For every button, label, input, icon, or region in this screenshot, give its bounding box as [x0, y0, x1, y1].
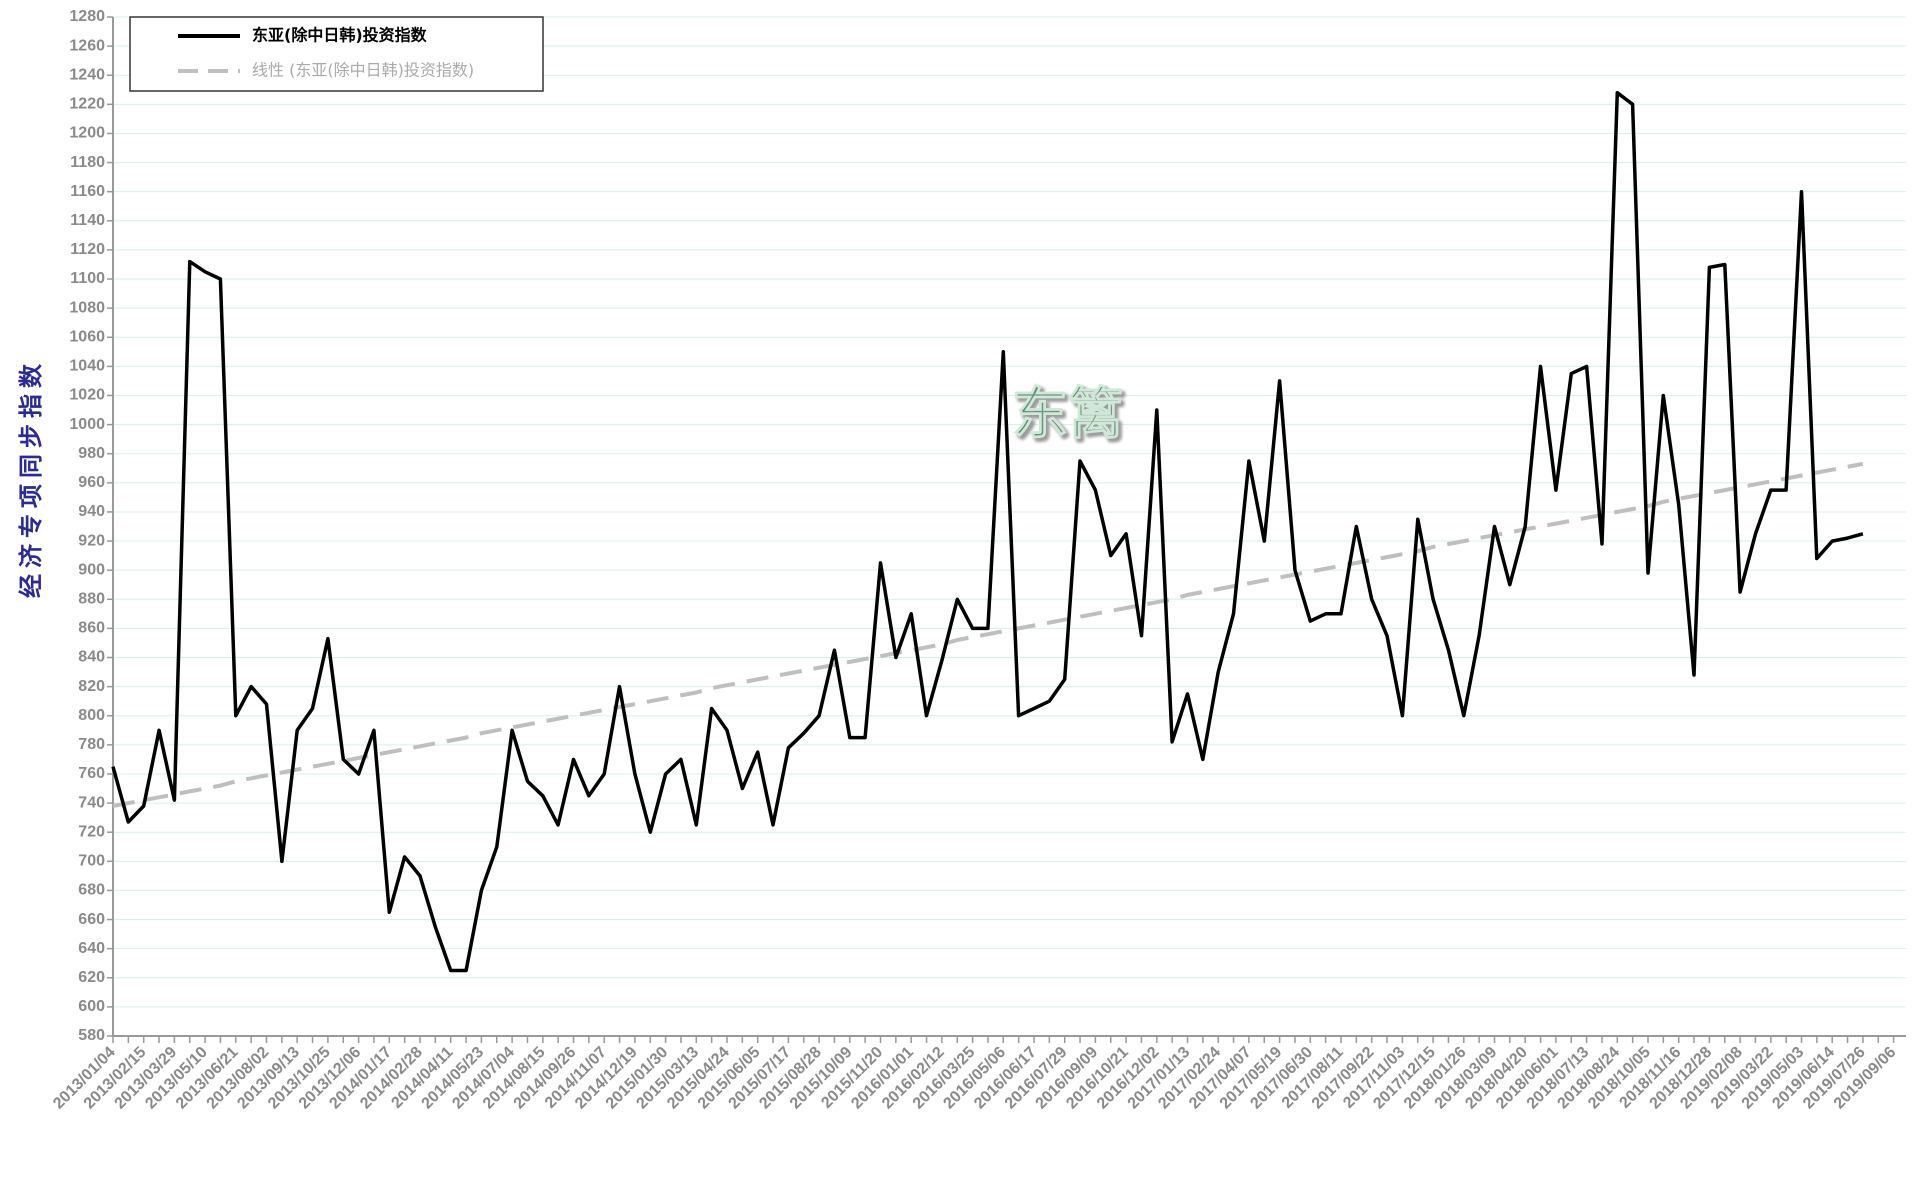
y-tick-label: 960 [78, 474, 105, 491]
y-tick-label: 1080 [69, 299, 105, 316]
y-tick-label: 680 [78, 882, 105, 899]
y-tick-label: 780 [78, 736, 105, 753]
y-tick-label: 1000 [69, 416, 105, 433]
y-tick-label: 1260 [69, 37, 105, 54]
watermark: 东篱 [1012, 382, 1124, 447]
y-tick-label: 900 [78, 561, 105, 578]
y-tick-label: 980 [78, 445, 105, 462]
y-tick-label: 1120 [70, 241, 105, 258]
y-tick-label: 600 [78, 998, 105, 1015]
legend-label: 东亚(除中日韩)投资指数 [252, 26, 428, 45]
y-tick-label: 1100 [70, 270, 105, 287]
y-tick-label: 860 [78, 620, 105, 637]
line [111, 90, 1864, 973]
y-axis-label: 经济专项同步指数 [17, 358, 45, 598]
y-tick-label: 580 [78, 1027, 105, 1044]
y-tick-label: 620 [78, 969, 105, 986]
y-tick-label: 1240 [69, 66, 105, 83]
y-tick-label: 1220 [69, 96, 105, 113]
legend-box [129, 16, 544, 92]
trend-line [112, 461, 1864, 808]
y-tick-label: 820 [78, 678, 105, 695]
legend-label: 线性 (东亚(除中日韩)投资指数) [252, 61, 474, 80]
y-tick-label: 1180 [70, 154, 105, 171]
y-tick-label: 760 [78, 765, 105, 782]
y-tick-label: 740 [78, 794, 105, 811]
y-tick-label: 920 [78, 532, 105, 549]
y-tick-label: 720 [78, 823, 105, 840]
y-tick-label: 640 [78, 940, 105, 957]
y-tick-label: 840 [78, 649, 105, 666]
y-tick-label: 1280 [69, 8, 105, 25]
y-tick-label: 1040 [69, 358, 105, 375]
y-tick-label: 1200 [69, 125, 105, 142]
y-tick-label: 700 [78, 853, 105, 870]
y-tick-label: 1020 [69, 387, 105, 404]
y-tick-label: 800 [78, 707, 105, 724]
y-tick-label: 880 [78, 591, 105, 608]
y-tick-label: 660 [78, 911, 105, 928]
y-tick-label: 1060 [69, 328, 105, 345]
y-tick-label: 940 [78, 503, 105, 520]
y-tick-label: 1140 [70, 212, 105, 229]
y-tick-label: 1160 [70, 183, 105, 200]
